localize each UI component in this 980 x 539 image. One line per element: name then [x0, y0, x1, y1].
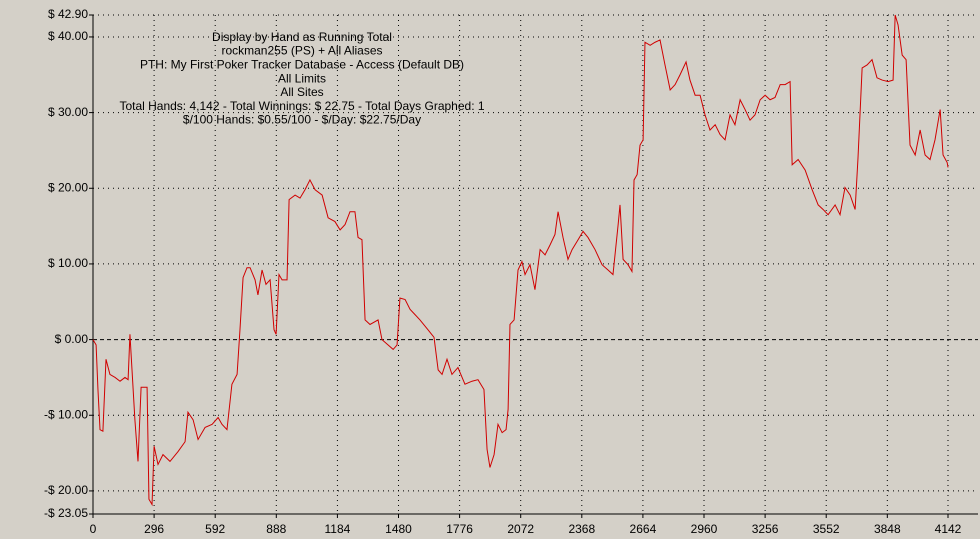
line-series: [92, 14, 949, 507]
x-tick-label: 0: [90, 522, 97, 536]
x-tick-label: 3256: [752, 522, 779, 536]
x-tick-label: 2960: [691, 522, 718, 536]
subtitle-line: Total Hands: 4,142 - Total Winnings: $ 2…: [119, 99, 484, 113]
x-tick-label: 1776: [446, 522, 473, 536]
subtitle-line: PTH: My First Poker Tracker Database - A…: [140, 57, 464, 71]
subtitle-line: $/100 Hands: $0.55/100 - $/Day: $22.75/D…: [183, 113, 421, 127]
x-tick-label: 296: [144, 522, 164, 536]
subtitle-line: All Sites: [280, 85, 323, 99]
y-tick-label: -$ 10.00: [44, 407, 88, 421]
x-tick-label: 2072: [507, 522, 534, 536]
x-tick-label: 888: [266, 522, 286, 536]
x-tick-label: 1480: [385, 522, 412, 536]
y-tick-label: $ 0.00: [55, 332, 89, 346]
chart-title: Display by Hand as Running Total: [212, 30, 392, 44]
x-tick-label: 592: [205, 522, 225, 536]
x-tick-label: 3552: [813, 522, 840, 536]
y-tick-label: $ 40.00: [48, 29, 88, 43]
x-tick-label: 2664: [630, 522, 657, 536]
y-tick-label: -$ 20.00: [44, 483, 88, 497]
subtitle-line: rockman255 (PS) + All Aliases: [221, 44, 382, 58]
x-tick-label: 1184: [324, 522, 350, 536]
y-tick-label: $ 30.00: [48, 105, 88, 119]
y-tick-label: $ 10.00: [48, 256, 88, 270]
y-tick-label: $ 20.00: [48, 180, 88, 194]
y-tick-label: $ 42.90: [48, 7, 88, 21]
x-tick-label: 4142: [935, 522, 962, 536]
subtitle-line: All Limits: [278, 71, 326, 85]
x-tick-label: 3848: [874, 522, 901, 536]
x-tick-label: 2368: [568, 522, 595, 536]
y-tick-label: -$ 23.05: [44, 506, 88, 520]
